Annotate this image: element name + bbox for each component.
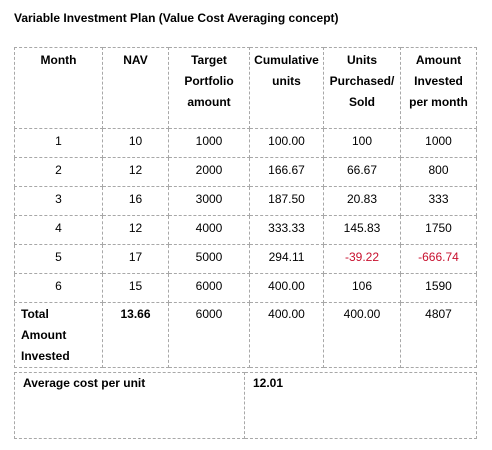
cell-cumulative: 187.50 [249, 186, 324, 216]
cell-cumulative: 333.33 [249, 215, 324, 245]
cell-target: 2000 [168, 157, 250, 187]
cell-amount-negative: -666.74 [400, 244, 477, 274]
total-units: 400.00 [323, 302, 401, 368]
table-row: 5 17 5000 294.11 -39.22 -666.74 [14, 244, 477, 274]
cell-month: 6 [14, 273, 103, 303]
cell-month: 1 [14, 128, 103, 158]
cell-amount: 800 [400, 157, 477, 187]
cell-units: 20.83 [323, 186, 401, 216]
cell-nav: 15 [102, 273, 169, 303]
table-row: 2 12 2000 166.67 66.67 800 [14, 157, 477, 187]
cell-cumulative: 294.11 [249, 244, 324, 274]
cell-cumulative: 400.00 [249, 273, 324, 303]
cell-target: 3000 [168, 186, 250, 216]
cell-nav: 16 [102, 186, 169, 216]
cell-month: 2 [14, 157, 103, 187]
cell-units: 106 [323, 273, 401, 303]
total-label: Total Amount Invested [14, 302, 103, 368]
average-cost-table: Average cost per unit 12.01 [14, 372, 477, 439]
total-cumulative: 400.00 [249, 302, 324, 368]
header-nav: NAV [102, 47, 169, 129]
cell-nav: 12 [102, 215, 169, 245]
average-row: Average cost per unit 12.01 [14, 372, 477, 439]
cell-month: 3 [14, 186, 103, 216]
cell-nav: 17 [102, 244, 169, 274]
cell-amount: 1590 [400, 273, 477, 303]
total-target: 6000 [168, 302, 250, 368]
page-title: Variable Investment Plan (Value Cost Ave… [14, 11, 339, 25]
header-row: Month NAV Target Portfolio amount Cumula… [14, 47, 477, 129]
cell-target: 5000 [168, 244, 250, 274]
header-month: Month [14, 47, 103, 129]
cell-amount: 333 [400, 186, 477, 216]
table-row: 6 15 6000 400.00 106 1590 [14, 273, 477, 303]
header-units-purchased-sold: Units Purchased/ Sold [323, 47, 401, 129]
cell-month: 4 [14, 215, 103, 245]
cell-target: 6000 [168, 273, 250, 303]
header-amount-invested: Amount Invested per month [400, 47, 477, 129]
cell-units: 145.83 [323, 215, 401, 245]
cell-units: 100 [323, 128, 401, 158]
cell-cumulative: 166.67 [249, 157, 324, 187]
header-target-portfolio-amount: Target Portfolio amount [168, 47, 250, 129]
cell-nav: 12 [102, 157, 169, 187]
average-cost-label: Average cost per unit [14, 372, 245, 439]
cell-amount: 1750 [400, 215, 477, 245]
table-row: 3 16 3000 187.50 20.83 333 [14, 186, 477, 216]
average-cost-value: 12.01 [244, 372, 477, 439]
table-row: 4 12 4000 333.33 145.83 1750 [14, 215, 477, 245]
cell-target: 4000 [168, 215, 250, 245]
header-cumulative-units: Cumulative units [249, 47, 324, 129]
total-nav: 13.66 [102, 302, 169, 368]
cell-units: 66.67 [323, 157, 401, 187]
cell-cumulative: 100.00 [249, 128, 324, 158]
cell-nav: 10 [102, 128, 169, 158]
cell-units-negative: -39.22 [323, 244, 401, 274]
total-row: Total Amount Invested 13.66 6000 400.00 … [14, 302, 477, 368]
total-amount: 4807 [400, 302, 477, 368]
investment-table: Month NAV Target Portfolio amount Cumula… [14, 47, 477, 368]
cell-target: 1000 [168, 128, 250, 158]
cell-month: 5 [14, 244, 103, 274]
cell-amount: 1000 [400, 128, 477, 158]
table-row: 1 10 1000 100.00 100 1000 [14, 128, 477, 158]
